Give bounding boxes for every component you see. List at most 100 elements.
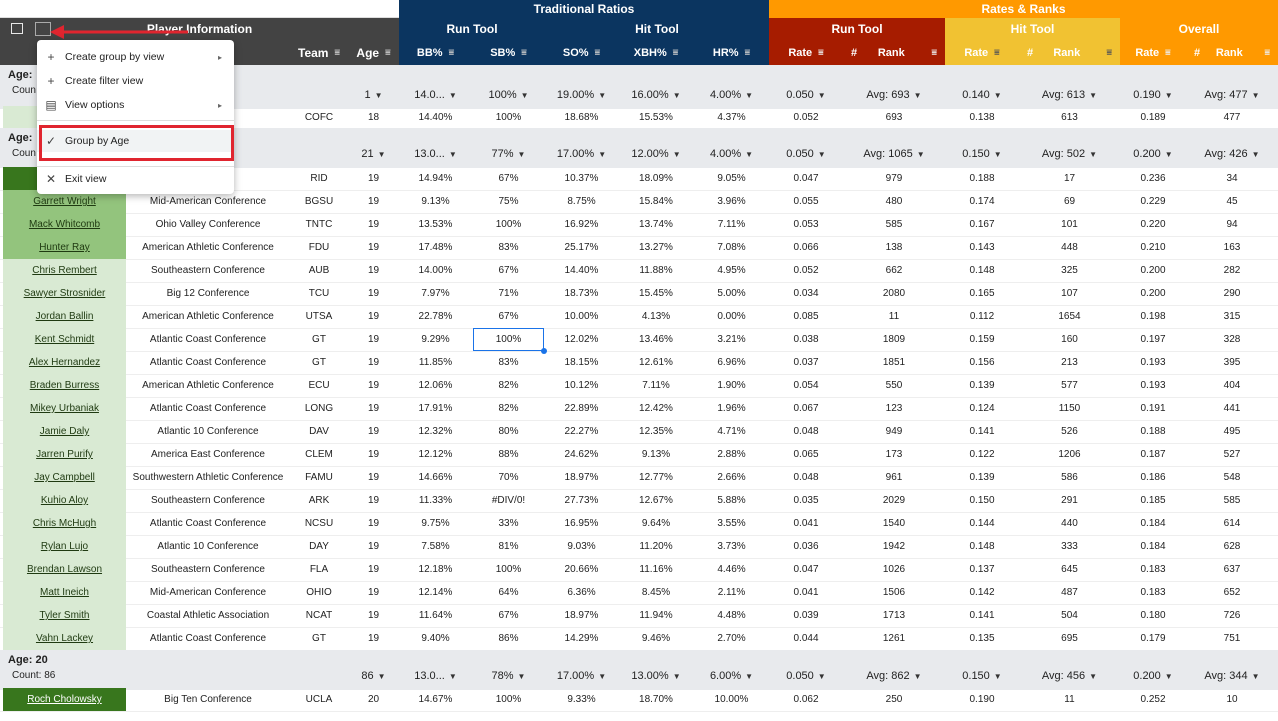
cell-r1[interactable]: 0.054	[793, 380, 819, 391]
cell-xbh[interactable]: 4.13%	[641, 311, 671, 322]
cell-r3[interactable]: 0.252	[1140, 694, 1166, 705]
player-name[interactable]: Hunter Ray	[3, 236, 126, 259]
group-aggregate[interactable]: 0.190 ▼	[1133, 89, 1173, 101]
cell-xbh[interactable]: 18.09%	[639, 173, 673, 184]
cell-bb[interactable]: 22.78%	[418, 311, 453, 322]
cell-bb[interactable]: 14.94%	[418, 173, 453, 184]
group-aggregate[interactable]: Avg: 344 ▼	[1204, 670, 1260, 682]
cell-r3[interactable]: 0.183	[1140, 564, 1166, 575]
cell-k2[interactable]: 1206	[1058, 449, 1081, 460]
cell-sb[interactable]: 33%	[498, 518, 519, 529]
cell-so[interactable]: 18.73%	[564, 288, 599, 299]
player-name[interactable]: Jordan Ballin	[3, 305, 126, 328]
cell-age[interactable]: 19	[367, 357, 380, 368]
cell-r2[interactable]: 0.165	[969, 288, 995, 299]
group-aggregate[interactable]: 17.00% ▼	[556, 670, 607, 682]
cell-hr[interactable]: 4.71%	[717, 426, 746, 437]
cell-age[interactable]: 19	[367, 541, 380, 552]
group-aggregate[interactable]: 0.150 ▼	[962, 148, 1002, 160]
cell-r3[interactable]: 0.229	[1140, 196, 1166, 207]
cell-so[interactable]: 24.62%	[564, 449, 599, 460]
col-team[interactable]: Team ⩸	[290, 40, 348, 65]
cell-age[interactable]: 19	[367, 587, 380, 598]
player-name[interactable]: Braden Burress	[3, 374, 126, 397]
cell-sb[interactable]: 64%	[498, 587, 519, 598]
cell-so[interactable]: 14.29%	[564, 633, 599, 644]
cell-r1[interactable]: 0.048	[793, 426, 819, 437]
cell-k3[interactable]: 10	[1226, 694, 1238, 705]
cell-r3[interactable]: 0.186	[1140, 472, 1166, 483]
cell-k3[interactable]: 282	[1223, 265, 1241, 276]
cell-k3[interactable]: 614	[1223, 518, 1241, 529]
cell-so[interactable]: 18.97%	[564, 472, 599, 483]
cell-bb[interactable]: 14.67%	[418, 694, 453, 705]
col-rate-run[interactable]: Rate ⩸	[769, 40, 843, 65]
cell-k1[interactable]: 585	[885, 219, 903, 230]
cell-k2[interactable]: 645	[1061, 564, 1078, 575]
cell-so[interactable]: 22.27%	[564, 426, 599, 437]
menu-item-create-group-by-view[interactable]: + Create group by view ▸	[37, 46, 234, 68]
cell-k2[interactable]: 325	[1061, 265, 1078, 276]
group-aggregate[interactable]: 77% ▼	[491, 148, 526, 160]
group-aggregate[interactable]: 0.050 ▼	[786, 148, 826, 160]
cell-k3[interactable]: 495	[1223, 426, 1241, 437]
cell-r1[interactable]: 0.036	[793, 541, 819, 552]
cell-sb[interactable]: 70%	[498, 472, 519, 483]
cell-r1[interactable]: 0.048	[793, 472, 819, 483]
cell-xbh[interactable]: 13.74%	[639, 219, 673, 230]
group-aggregate[interactable]: 100% ▼	[488, 89, 529, 101]
menu-item-create-filter-view[interactable]: + Create filter view	[37, 70, 234, 92]
cell-so[interactable]: 22.89%	[564, 403, 599, 414]
group-aggregate[interactable]: Avg: 1065 ▼	[863, 148, 925, 160]
cell-sb[interactable]: 83%	[498, 357, 519, 368]
cell-age[interactable]: 19	[367, 518, 380, 529]
table-icon[interactable]	[11, 23, 23, 34]
cell-r2[interactable]: 0.150	[969, 495, 995, 506]
cell-age[interactable]: 19	[367, 495, 380, 506]
cell-age[interactable]: 19	[367, 610, 380, 621]
cell-bb[interactable]: 14.66%	[418, 472, 453, 483]
cell-k3[interactable]: 548	[1223, 472, 1241, 483]
cell-k2[interactable]: 526	[1061, 426, 1078, 437]
cell-xbh[interactable]: 18.70%	[639, 694, 673, 705]
cell-bb[interactable]: 11.64%	[418, 610, 453, 621]
cell-r3[interactable]: 0.210	[1140, 242, 1166, 253]
cell-hr[interactable]: 2.66%	[717, 472, 746, 483]
cell-hr[interactable]: 2.88%	[717, 449, 746, 460]
cell-age[interactable]: 19	[367, 633, 380, 644]
cell-sb[interactable]: 81%	[498, 541, 519, 552]
cell-so[interactable]: 27.73%	[564, 495, 599, 506]
player-name[interactable]: Brendan Lawson	[3, 558, 126, 581]
cell-k1[interactable]: 1942	[882, 541, 906, 552]
col-so[interactable]: SO% ⩸	[545, 40, 618, 65]
group-header-row[interactable]: Age: 20 Count: 86 86 ▼ 13.0... ▼ 78% ▼ 17.00% ▼ 13…	[0, 650, 1278, 690]
cell-r3[interactable]: 0.198	[1140, 311, 1166, 322]
group-aggregate[interactable]: 16.00% ▼	[631, 89, 681, 101]
cell-k1[interactable]: 480	[885, 196, 903, 207]
cell-so[interactable]: 6.36%	[567, 587, 596, 598]
cell-r3[interactable]: 0.180	[1140, 610, 1166, 621]
cell-k2[interactable]: 101	[1061, 219, 1078, 230]
cell-r3[interactable]: 0.191	[1140, 403, 1166, 414]
cell-k2[interactable]: 504	[1061, 610, 1078, 621]
cell-so[interactable]: 10.12%	[564, 380, 599, 391]
cell-r3[interactable]: 0.197	[1140, 334, 1166, 345]
cell-xbh[interactable]: 12.77%	[639, 472, 673, 483]
cell-bb[interactable]: 9.13%	[421, 196, 450, 207]
cell-r3[interactable]: 0.236	[1140, 173, 1166, 184]
cell-xbh[interactable]: 12.61%	[639, 357, 673, 368]
cell-sb[interactable]: 100%	[495, 112, 522, 123]
group-aggregate[interactable]: 0.050 ▼	[786, 670, 826, 682]
cell-k2[interactable]: 17	[1063, 173, 1076, 184]
cell-age[interactable]: 19	[367, 196, 380, 207]
cell-k2[interactable]: 1654	[1058, 311, 1081, 322]
cell-age[interactable]: 19	[367, 288, 380, 299]
cell-so[interactable]: 9.33%	[567, 694, 596, 705]
cell-k3[interactable]: 628	[1223, 541, 1241, 552]
cell-so[interactable]: 16.92%	[564, 219, 599, 230]
group-aggregate[interactable]: Avg: 613 ▼	[1041, 89, 1098, 101]
cell-hr[interactable]: 4.95%	[717, 265, 746, 276]
cell-k1[interactable]: 2029	[882, 495, 906, 506]
cell-age[interactable]: 19	[367, 426, 380, 437]
group-aggregate[interactable]: Avg: 862 ▼	[866, 670, 922, 682]
